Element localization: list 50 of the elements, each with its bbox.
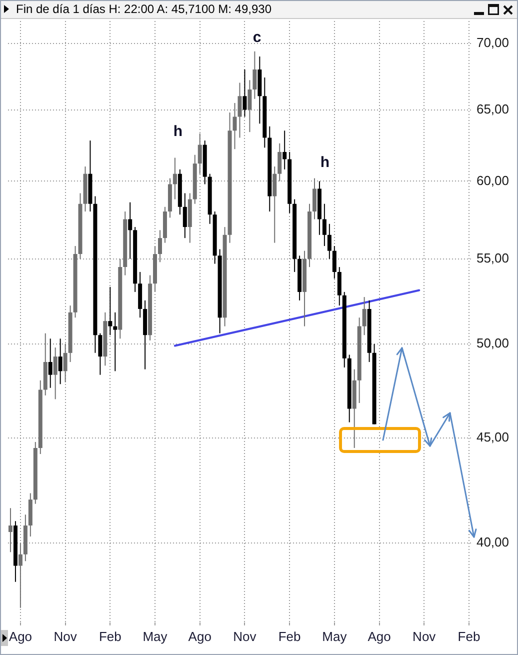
- candlestick: [322, 203, 326, 247]
- candlestick: [238, 82, 242, 138]
- candlestick: [337, 266, 342, 306]
- candlestick: [58, 338, 62, 385]
- candlestick: [278, 142, 282, 182]
- x-tick-label: Feb: [458, 628, 480, 644]
- x-tick-label: Ago: [368, 628, 391, 644]
- candlestick: [198, 132, 202, 174]
- y-tick-label: 70,00: [476, 35, 510, 50]
- candlestick: [282, 130, 287, 170]
- x-tick-label: Feb: [278, 628, 301, 644]
- x-tick-label: Nov: [412, 628, 436, 644]
- x-tick-label: Ago: [188, 628, 212, 644]
- candlestick: [8, 508, 12, 553]
- x-tick-label: May: [142, 628, 168, 644]
- candlestick: [128, 202, 132, 260]
- x-tick-label: Nov: [54, 628, 78, 644]
- candlestick: [113, 312, 118, 372]
- candlestick: [242, 69, 247, 118]
- candlestick: [48, 338, 52, 388]
- y-tick-label: 60,00: [476, 172, 510, 188]
- chart-title: Fin de día 1 días H: 22:00 A: 45,7100 M: 49,930: [16, 2, 272, 16]
- y-tick-label: 40,00: [476, 534, 510, 550]
- y-tick-label: 45,00: [476, 430, 510, 445]
- y-tick-label: 55,00: [476, 250, 510, 266]
- annotation: h: [320, 154, 330, 172]
- candlestick: [232, 102, 237, 150]
- annotation: c: [252, 29, 262, 46]
- candlestick: [362, 296, 366, 336]
- candlestick: [327, 223, 332, 260]
- x-tick-label: May: [322, 628, 348, 644]
- y-tick-label: 65,00: [476, 101, 510, 116]
- x-tick-label: Nov: [233, 628, 257, 644]
- candlestick: [248, 80, 252, 133]
- candlestick: [252, 50, 257, 100]
- candlestick: [272, 166, 277, 244]
- candlestick: [108, 286, 112, 336]
- candlestick: [98, 332, 102, 376]
- candlestick: [53, 347, 58, 400]
- candlestick: [158, 230, 162, 263]
- candlestick: [63, 343, 68, 383]
- candlestick: [332, 246, 336, 280]
- candlestick: [182, 192, 187, 239]
- candlestick: [172, 157, 177, 200]
- x-tick-label: Ago: [8, 628, 32, 644]
- candlestick: [18, 542, 22, 608]
- annotation: h: [173, 123, 183, 140]
- candlestick: [312, 178, 316, 220]
- x-tick-label: Feb: [98, 628, 122, 644]
- y-tick-label: 50,00: [476, 336, 510, 351]
